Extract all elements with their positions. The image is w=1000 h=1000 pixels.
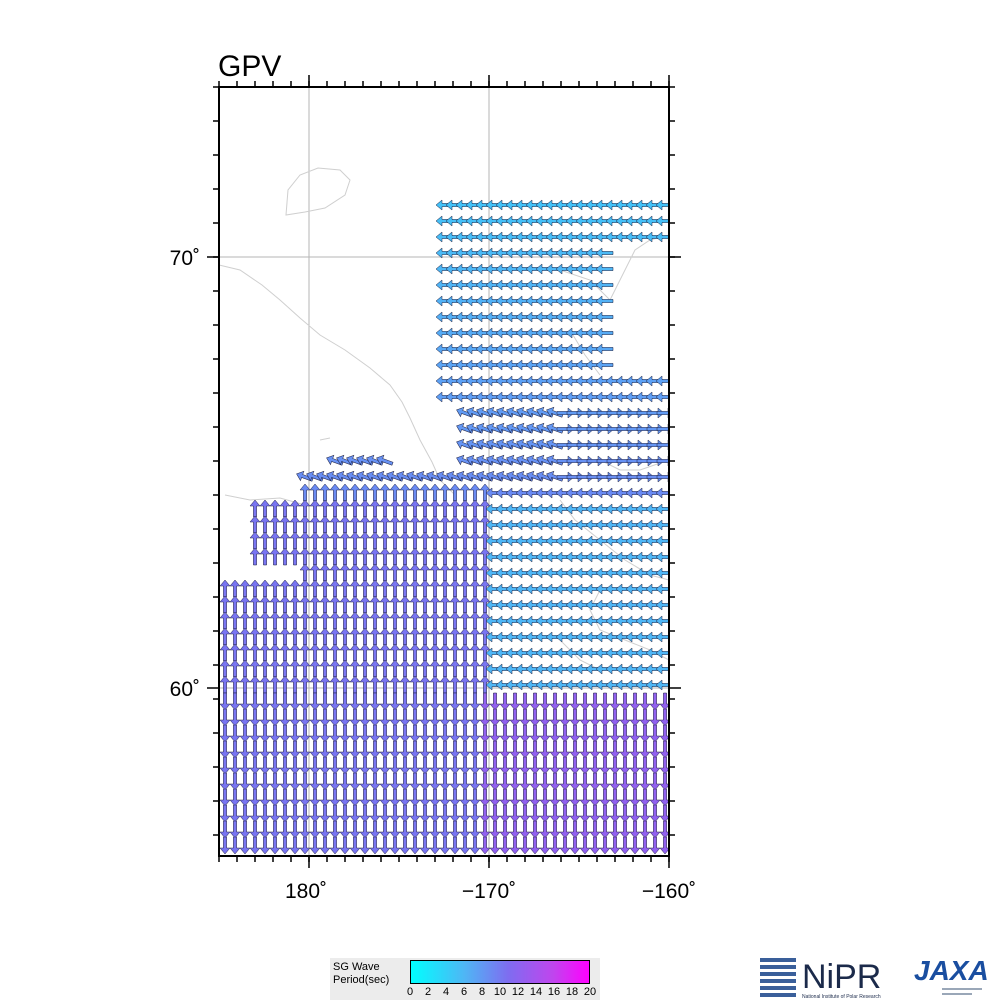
map-title: GPV	[218, 50, 281, 83]
map-border	[218, 86, 670, 857]
lon-tick-minus170: −170˚	[462, 880, 516, 903]
legend-tick: 12	[511, 986, 525, 998]
legend-color-bar	[410, 960, 590, 984]
nipr-logo: NiPR National Institute of Polar Researc…	[760, 958, 881, 1000]
lat-tick-70: 70˚	[170, 247, 200, 270]
legend-tick: 8	[478, 986, 486, 998]
legend-tick: 14	[529, 986, 543, 998]
lon-tick-minus160: −160˚	[642, 880, 696, 903]
legend-tick: 18	[565, 986, 579, 998]
frame-ticks	[207, 75, 681, 868]
lat-tick-60: 60˚	[170, 678, 200, 701]
nipr-logo-subtitle: National Institute of Polar Research	[802, 994, 881, 1000]
legend-tick: 6	[460, 986, 468, 998]
legend-tick: 20	[583, 986, 597, 998]
legend-label-line2: Period(sec)	[333, 974, 390, 986]
legend-label-line1: SG Wave	[333, 961, 380, 973]
nipr-logo-text: NiPR	[802, 958, 881, 996]
coastline	[219, 167, 669, 671]
legend-tick: 16	[547, 986, 561, 998]
legend-tick: 4	[442, 986, 450, 998]
lon-tick-180: 180˚	[285, 880, 327, 903]
jaxa-logo: JAXA	[914, 955, 989, 995]
legend-tick: 10	[493, 986, 507, 998]
jaxa-logo-text: JAXA	[914, 955, 989, 986]
legend-tick-labels: 0 2 4 6 8 10 12 14 16 18 20	[400, 986, 600, 1000]
legend-tick: 2	[424, 986, 432, 998]
legend-tick: 0	[406, 986, 414, 998]
